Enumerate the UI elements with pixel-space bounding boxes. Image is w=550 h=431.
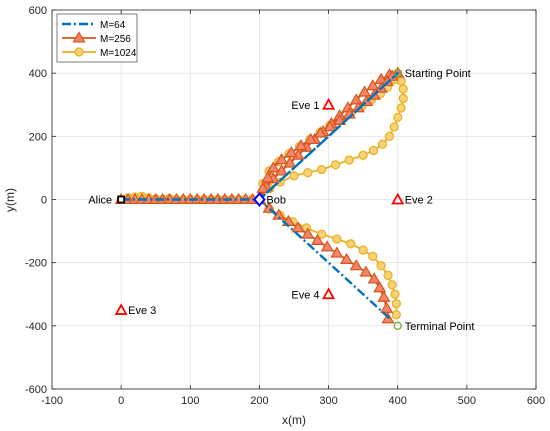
series-marker: [357, 85, 372, 97]
x-tick-label: 600: [527, 395, 545, 407]
series-marker: [332, 234, 342, 244]
series-marker: [383, 270, 393, 280]
annotation-label: Alice: [88, 195, 112, 207]
series-marker: [358, 245, 368, 255]
points-of-interest: Alice Bob Eve 1 Eve 2 Eve 3 Eve 4 Starting Poi…: [88, 68, 474, 333]
series-marker: [266, 161, 280, 173]
endpoint-marker: [393, 69, 402, 78]
annotation-label: Eve 3: [128, 305, 156, 317]
legend: M=64 M=256 M=1024: [56, 13, 138, 63]
series-marker: [391, 299, 401, 309]
series-marker: [301, 227, 315, 239]
series-marker: [367, 272, 381, 284]
series-marker: [323, 120, 337, 132]
x-tick-label: 400: [389, 395, 407, 407]
series-marker: [376, 261, 386, 271]
legend-label: M=1024: [100, 48, 137, 59]
series-marker: [390, 289, 400, 299]
legend-label: M=64: [100, 20, 126, 31]
endpoint-marker: [393, 321, 402, 330]
series-marker: [387, 280, 397, 290]
series-marker: [289, 171, 299, 181]
series-marker: [339, 252, 354, 264]
series-marker: [380, 301, 394, 313]
series-marker: [391, 310, 401, 320]
y-tick-label: -200: [25, 258, 47, 270]
series-marker: [333, 113, 347, 125]
y-tick-label: -400: [25, 321, 47, 333]
series-marker: [304, 132, 318, 144]
annotation-label: Bob: [266, 195, 286, 207]
eve-marker: [322, 287, 336, 300]
series-marker: [284, 146, 298, 158]
y-tick-label: -600: [25, 384, 47, 396]
annotation-label: Eve 2: [405, 195, 433, 207]
series-marker: [384, 131, 395, 141]
series-marker: [303, 168, 313, 178]
x-axis-label: x(m): [282, 413, 306, 427]
series-marker: [373, 281, 387, 293]
series-marker: [396, 103, 406, 113]
x-tick-label: 0: [118, 395, 124, 407]
series-marker: [398, 84, 408, 94]
series-marker: [344, 155, 354, 165]
legend-marker: [74, 47, 84, 57]
series-marker: [310, 233, 325, 246]
y-tick-label: 200: [29, 131, 47, 143]
series-marker: [256, 181, 270, 193]
y-axis-label: y(m): [3, 188, 17, 212]
series-layer: [114, 66, 408, 324]
annotation-label: Starting Point: [405, 68, 471, 80]
series-marker: [377, 139, 388, 149]
y-tick-label: 600: [29, 5, 47, 17]
series-marker: [389, 122, 399, 132]
series-marker: [291, 221, 305, 233]
bob-marker: [253, 191, 266, 208]
series-marker: [359, 265, 373, 277]
series-marker: [283, 156, 297, 168]
series-marker: [330, 160, 341, 170]
series-marker: [368, 251, 378, 262]
series-marker: [398, 93, 408, 104]
series-marker: [349, 259, 363, 271]
series-marker: [275, 153, 289, 165]
series-marker: [330, 246, 344, 258]
series-marker: [346, 239, 356, 249]
annotation-label: Eve 1: [291, 100, 319, 112]
eve-marker: [114, 303, 128, 315]
series-marker: [349, 93, 363, 105]
alice-marker: [117, 195, 126, 204]
x-tick-label: 100: [181, 395, 199, 407]
series-marker: [261, 171, 275, 183]
series-marker: [275, 164, 289, 176]
series-marker: [366, 79, 380, 91]
series-marker: [393, 112, 403, 123]
x-tick-label: 500: [458, 395, 476, 407]
eve-marker: [322, 97, 336, 110]
series-marker: [368, 145, 379, 156]
legend-marker: [72, 31, 86, 43]
annotation-label: Terminal Point: [405, 321, 475, 333]
legend-label: M=256: [100, 34, 131, 45]
y-tick-label: 400: [29, 68, 47, 80]
eve-marker: [391, 192, 405, 205]
x-tick-label: 300: [319, 395, 337, 407]
series-marker: [320, 240, 334, 252]
annotation-label: Eve 4: [291, 289, 319, 301]
series-marker: [377, 290, 391, 302]
series-marker: [294, 139, 308, 151]
y-tick-label: 0: [41, 195, 47, 207]
axis-ticks: -100 0 100 200 300 400 500 600 -600 -400 -200 0 200 4…: [25, 5, 545, 407]
series-marker: [313, 126, 327, 138]
series-marker: [358, 150, 368, 160]
x-tick-label: -100: [41, 395, 63, 407]
x-tick-label: 200: [250, 395, 268, 407]
series-marker: [317, 164, 327, 175]
series-line-M=64: [121, 71, 399, 321]
